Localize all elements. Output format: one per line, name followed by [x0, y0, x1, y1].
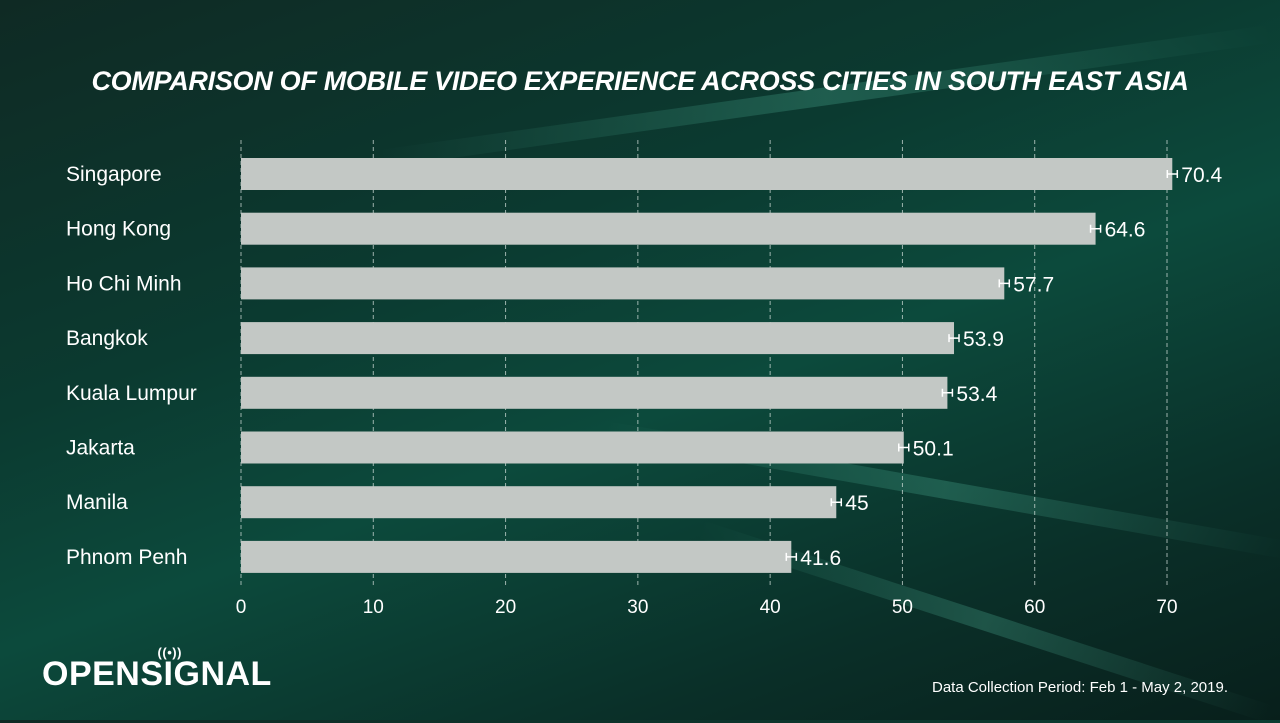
wifi-icon: ((•)): [157, 645, 182, 660]
error-bar: [1166, 170, 1179, 178]
chart-title: COMPARISON OF MOBILE VIDEO EXPERIENCE AC…: [91, 66, 1189, 96]
data-label: 41.6: [800, 547, 841, 570]
error-bar: [941, 388, 954, 397]
data-label: 45: [845, 492, 868, 515]
category-label: Manila: [66, 491, 128, 514]
data-label: 53.4: [956, 383, 997, 406]
category-label: Phnom Penh: [66, 546, 187, 569]
error-bar: [898, 443, 910, 452]
bar-manila: [241, 486, 837, 519]
x-tick-label: 20: [495, 597, 516, 618]
data-label: 70.4: [1181, 164, 1222, 187]
error-bar: [830, 498, 843, 507]
category-label: Ho Chi Minh: [66, 272, 182, 295]
x-tick-label: 0: [236, 597, 247, 618]
data-label: 50.1: [913, 438, 954, 461]
error-bar: [948, 334, 960, 343]
bar-kuala-lumpur: [241, 376, 948, 409]
bar-jakarta: [241, 431, 904, 464]
x-tick-label: 60: [1024, 597, 1045, 618]
bar-singapore: [241, 158, 1173, 190]
bar-ho-chi-minh: [241, 267, 1005, 300]
category-label: Jakarta: [66, 437, 135, 460]
data-label: 64.6: [1105, 219, 1146, 242]
error-bar: [785, 552, 798, 561]
data-label: 53.9: [963, 328, 1004, 351]
category-label: Hong Kong: [66, 218, 171, 241]
x-tick-label: 50: [892, 597, 913, 618]
bar-hong-kong: [241, 212, 1096, 245]
x-tick-label: 40: [760, 597, 781, 618]
error-bar: [998, 279, 1011, 288]
error-bar: [1089, 224, 1102, 233]
x-tick-label: 70: [1156, 597, 1177, 618]
x-tick-label: 10: [363, 597, 384, 618]
category-label: Singapore: [66, 163, 162, 186]
x-tick-label: 30: [627, 597, 648, 618]
data-collection-period: Data Collection Period: Feb 1 - May 2, 2…: [932, 679, 1228, 696]
bar-bangkok: [241, 322, 955, 355]
data-label: 57.7: [1013, 273, 1054, 296]
opensignal-logo: OPENSI ((•)) GNAL: [42, 645, 272, 693]
bar-phnom-penh: [241, 540, 792, 573]
category-label: Bangkok: [66, 327, 148, 350]
category-label: Kuala Lumpur: [66, 382, 197, 405]
